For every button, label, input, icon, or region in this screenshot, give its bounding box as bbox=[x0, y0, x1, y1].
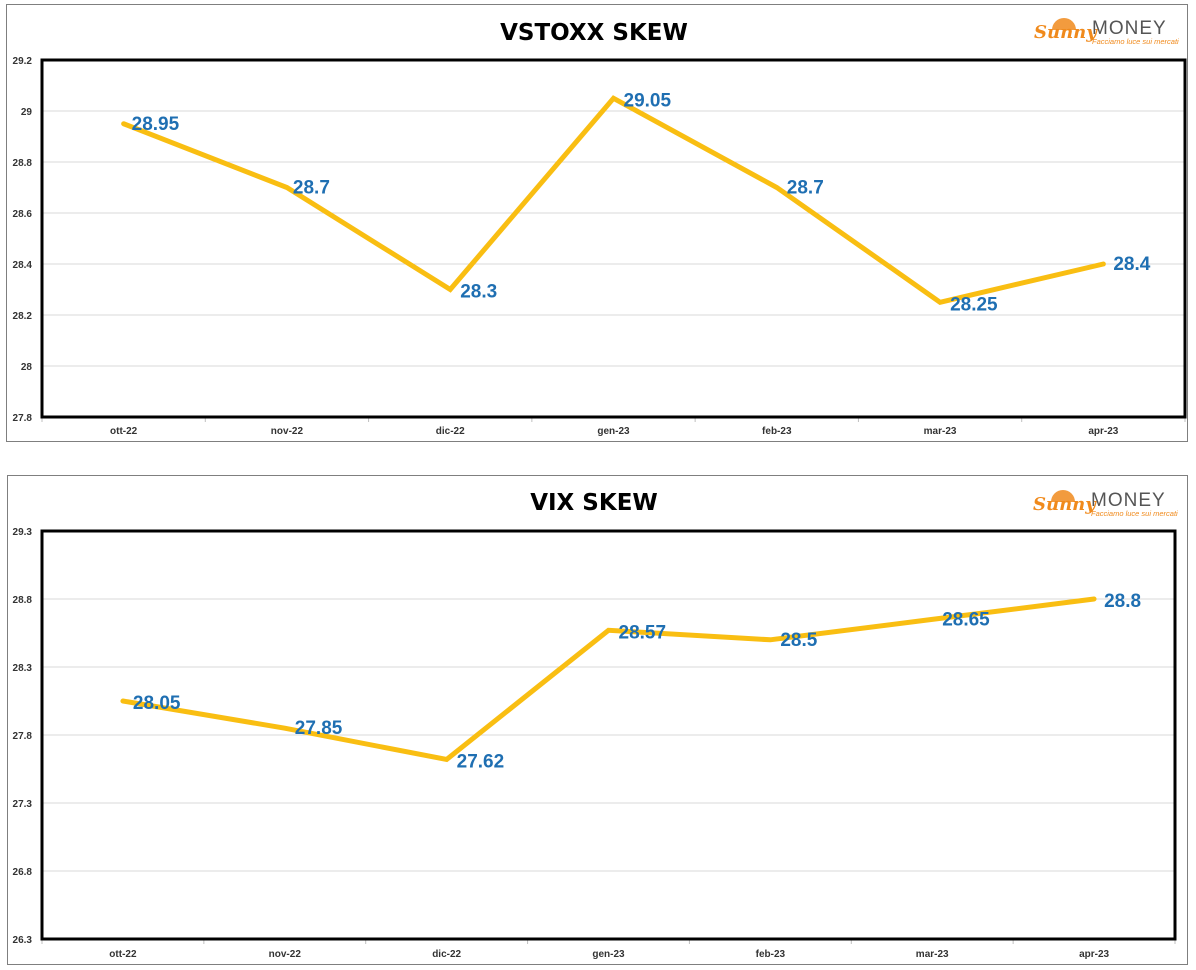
data-label: 28.5 bbox=[780, 630, 817, 651]
x-tick-label: nov-22 bbox=[271, 426, 304, 437]
x-tick-label: ott-22 bbox=[109, 949, 137, 960]
data-point bbox=[607, 628, 610, 632]
x-tick-label: apr-23 bbox=[1088, 426, 1118, 437]
x-tick-label: gen-23 bbox=[592, 949, 625, 960]
data-point bbox=[285, 186, 289, 189]
logo-script-text: Sunny bbox=[1034, 22, 1098, 43]
data-point bbox=[1101, 262, 1105, 266]
y-tick-label: 29.3 bbox=[13, 527, 33, 538]
data-label: 28.7 bbox=[293, 178, 330, 199]
y-tick-label: 27.8 bbox=[13, 731, 33, 742]
x-tick-label: nov-22 bbox=[269, 949, 302, 960]
data-label: 28.65 bbox=[942, 609, 990, 630]
chart-title: VSTOXX SKEW bbox=[500, 20, 688, 46]
y-tick-label: 28.3 bbox=[13, 663, 33, 674]
data-label: 28.8 bbox=[1104, 591, 1141, 612]
logo-word-text: MONEY bbox=[1091, 490, 1166, 511]
data-point bbox=[121, 699, 125, 703]
y-tick-label: 28.4 bbox=[13, 260, 33, 271]
chart-outer-frame bbox=[6, 4, 1188, 442]
y-tick-label: 26.8 bbox=[13, 867, 33, 878]
data-label: 28.3 bbox=[460, 282, 497, 303]
y-tick-label: 26.3 bbox=[13, 935, 33, 946]
y-tick-label: 28 bbox=[21, 362, 33, 373]
data-point bbox=[612, 96, 615, 100]
data-point bbox=[768, 638, 772, 642]
y-tick-label: 27.8 bbox=[13, 413, 33, 424]
data-label: 28.25 bbox=[950, 294, 998, 315]
data-label: 27.85 bbox=[295, 718, 343, 739]
x-tick-label: ott-22 bbox=[110, 426, 138, 437]
sun-icon bbox=[1052, 18, 1076, 30]
data-point bbox=[1092, 597, 1096, 601]
x-tick-label: mar-23 bbox=[924, 426, 957, 437]
data-point bbox=[448, 288, 452, 291]
data-label: 29.05 bbox=[624, 90, 672, 111]
y-tick-label: 29 bbox=[21, 107, 33, 118]
x-tick-label: apr-23 bbox=[1079, 949, 1109, 960]
data-label: 28.4 bbox=[1113, 254, 1150, 275]
data-label: 28.95 bbox=[132, 114, 180, 135]
y-tick-label: 28.8 bbox=[13, 158, 33, 169]
data-point bbox=[938, 300, 942, 304]
logo-tagline: Facciamo luce sui mercati bbox=[1091, 509, 1178, 518]
chart-outer-frame bbox=[7, 475, 1188, 965]
plot-area-frame bbox=[40, 529, 1177, 941]
data-label: 28.05 bbox=[133, 693, 181, 714]
data-label: 28.7 bbox=[787, 178, 824, 199]
vstoxx-skew-chart-panel: VSTOXX SKEW Sunny MONEY Facciamo luce sui m… bbox=[0, 0, 1196, 450]
y-tick-label: 28.6 bbox=[13, 209, 33, 220]
logo-script-text: Sunny bbox=[1033, 494, 1097, 515]
data-point bbox=[775, 186, 779, 189]
x-tick-label: dic-22 bbox=[436, 426, 465, 437]
sun-icon bbox=[1051, 490, 1075, 502]
data-label: 27.62 bbox=[457, 751, 505, 772]
x-tick-label: feb-23 bbox=[756, 949, 786, 960]
logo-word-text: MONEY bbox=[1092, 18, 1167, 39]
y-tick-label: 28.8 bbox=[13, 595, 33, 606]
data-point bbox=[122, 122, 126, 126]
data-point bbox=[445, 757, 449, 761]
vix-skew-chart-panel: VIX SKEW Sunny MONEY Facciamo luce sui merc… bbox=[0, 470, 1196, 970]
data-label: 28.57 bbox=[619, 622, 667, 643]
plot-area-frame bbox=[40, 58, 1187, 419]
x-tick-label: feb-23 bbox=[762, 426, 792, 437]
logo-tagline: Facciamo luce sui mercati bbox=[1092, 37, 1179, 46]
chart-title: VIX SKEW bbox=[530, 490, 658, 516]
x-tick-label: mar-23 bbox=[916, 949, 949, 960]
y-tick-label: 28.2 bbox=[13, 311, 33, 322]
data-point bbox=[283, 726, 287, 730]
y-tick-label: 27.3 bbox=[13, 799, 33, 810]
y-tick-label: 29.2 bbox=[13, 56, 33, 67]
data-point bbox=[930, 617, 934, 621]
x-tick-label: gen-23 bbox=[597, 426, 630, 437]
x-tick-label: dic-22 bbox=[432, 949, 461, 960]
